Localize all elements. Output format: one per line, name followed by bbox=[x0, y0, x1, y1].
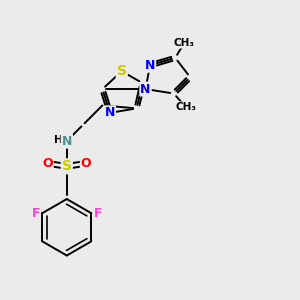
Text: H: H bbox=[54, 135, 63, 145]
Text: N: N bbox=[61, 135, 72, 148]
Text: O: O bbox=[81, 157, 92, 170]
Text: S: S bbox=[62, 159, 72, 173]
Text: O: O bbox=[42, 157, 53, 170]
Text: F: F bbox=[94, 207, 102, 220]
Text: N: N bbox=[105, 106, 115, 119]
Text: CH₃: CH₃ bbox=[174, 38, 195, 48]
Text: S: S bbox=[117, 64, 127, 78]
Text: F: F bbox=[32, 207, 40, 220]
Text: N: N bbox=[140, 82, 151, 96]
Text: CH₃: CH₃ bbox=[175, 102, 196, 112]
Text: N: N bbox=[145, 59, 155, 72]
